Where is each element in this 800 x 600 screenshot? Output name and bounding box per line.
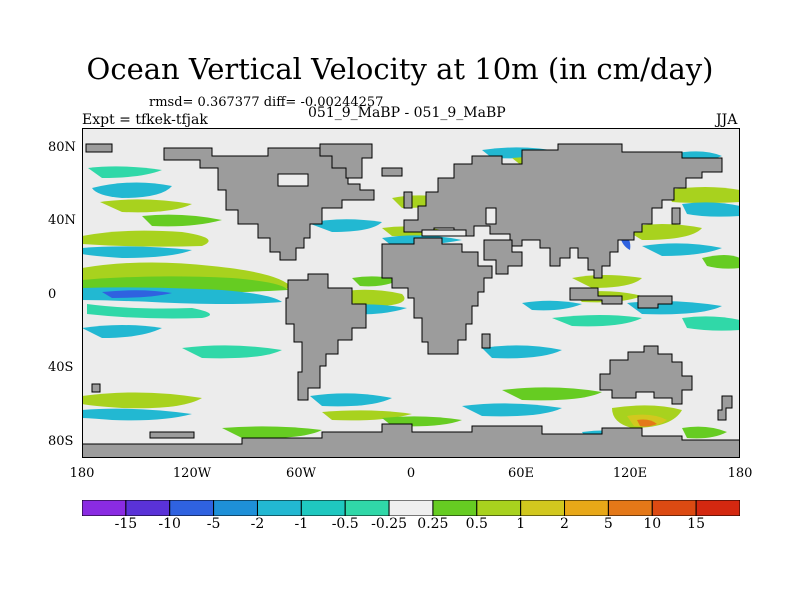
colorbar-swatch <box>607 500 653 516</box>
colorbar-swatch <box>520 500 566 516</box>
world-map <box>82 128 740 458</box>
colorbar-label: 15 <box>687 516 705 532</box>
land-indonesia <box>569 287 623 305</box>
rmsd-diff-stats: rmsd= 0.367377 diff= -0.00244257 <box>149 95 384 110</box>
land-aleutian <box>85 143 113 153</box>
colorbar-swatch <box>82 500 127 516</box>
colorbar-swatch <box>651 500 697 516</box>
colorbar-swatch <box>388 500 434 516</box>
lat-label-80n: 80N <box>48 140 76 155</box>
land-greenland <box>319 143 373 179</box>
lon-label-180-left: 180 <box>69 466 95 481</box>
colorbar <box>82 500 740 516</box>
colorbar-label: -0.5 <box>331 516 359 532</box>
colorbar-swatch <box>125 500 171 516</box>
colorbar-swatch <box>344 500 390 516</box>
colorbar-swatch <box>476 500 522 516</box>
land-eurasia <box>403 143 723 279</box>
lon-label-0: 0 <box>406 466 416 481</box>
land-arabia <box>483 239 523 275</box>
colorbar-label: 2 <box>560 516 569 532</box>
land-uk <box>403 191 413 209</box>
colorbar-label: 0.25 <box>417 516 449 532</box>
experiment-label: Expt = tfkek-tfjak <box>82 112 208 128</box>
colorbar-label: -2 <box>250 516 265 532</box>
map-title: Ocean Vertical Velocity at 10m (in cm/da… <box>86 52 714 86</box>
land-new-zealand <box>717 395 733 421</box>
colorbar-label: -0.25 <box>371 516 408 532</box>
map-frame <box>82 128 740 458</box>
lon-label-180-right: 180 <box>727 466 753 481</box>
land-japan <box>671 207 681 225</box>
land-iceland <box>381 167 403 177</box>
colorbar-label: -10 <box>158 516 181 532</box>
land-islands-south-atlantic <box>149 431 195 439</box>
colorbar-label: 10 <box>643 516 662 532</box>
colorbar-swatch <box>564 500 609 516</box>
colorbar-swatch <box>169 500 215 516</box>
colorbar-swatch <box>256 500 302 516</box>
land-new-guinea <box>637 295 673 309</box>
colorbar-swatch <box>432 500 478 516</box>
lat-label-0: 0 <box>48 287 57 302</box>
season-label: JJA <box>716 112 738 128</box>
colorbar-label: 5 <box>603 516 613 532</box>
colorbar-label: 1 <box>516 516 526 532</box>
colorbar-swatch <box>695 500 740 516</box>
lon-label-120w: 120W <box>172 466 212 481</box>
land-australia <box>599 345 693 405</box>
lat-label-40s: 40S <box>48 360 74 375</box>
hudson-bay <box>277 173 309 187</box>
lon-label-60w: 60W <box>286 466 316 481</box>
colorbar-label: -1 <box>294 516 309 532</box>
lat-label-40n: 40N <box>48 213 76 228</box>
mediterranean <box>421 229 467 237</box>
colorbar-label: 0.5 <box>465 516 488 532</box>
colorbar-label: -5 <box>206 516 221 532</box>
land-south-america <box>285 273 367 401</box>
colorbar-label: -15 <box>114 516 138 532</box>
land-islands-south-pacific <box>91 383 101 393</box>
lon-label-120e: 120E <box>612 466 648 481</box>
lon-label-60e: 60E <box>507 466 535 481</box>
land-antarctica <box>82 423 740 458</box>
land-africa <box>381 237 493 355</box>
lat-label-80s: 80S <box>48 434 74 449</box>
caspian-sea <box>485 207 497 225</box>
colorbar-swatch <box>300 500 346 516</box>
land-masses <box>82 143 740 458</box>
inland-water <box>277 173 497 237</box>
land-madagascar <box>481 333 491 349</box>
colorbar-swatch <box>213 500 258 516</box>
runs-label: 051_9_MaBP - 051_9_MaBP <box>308 105 506 121</box>
